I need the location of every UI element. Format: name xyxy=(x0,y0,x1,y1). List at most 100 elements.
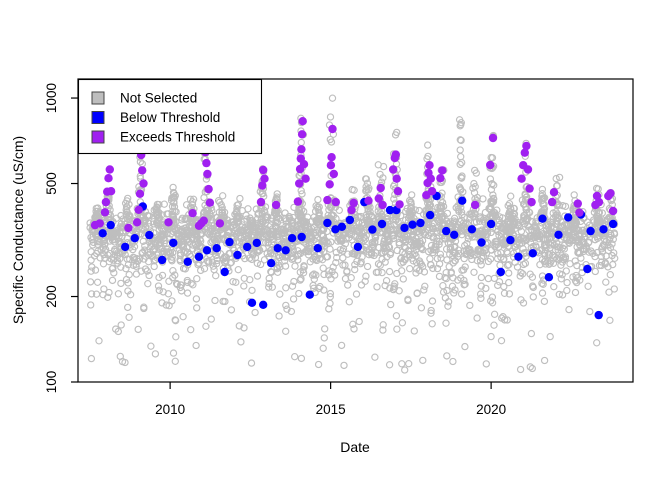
data-point xyxy=(368,225,377,234)
data-point xyxy=(594,197,604,207)
data-point xyxy=(549,188,559,197)
data-point xyxy=(400,223,409,233)
data-point xyxy=(393,187,403,196)
data-point xyxy=(377,219,387,229)
data-point xyxy=(297,130,307,139)
data-point xyxy=(287,234,297,243)
data-point xyxy=(606,189,615,198)
data-point xyxy=(528,249,537,258)
data-point xyxy=(347,205,356,215)
data-point xyxy=(252,238,261,248)
data-point xyxy=(169,238,178,248)
data-point xyxy=(436,174,445,183)
data-point xyxy=(243,242,252,252)
x-tick-label: 2010 xyxy=(155,402,185,417)
data-point xyxy=(273,244,282,253)
data-point xyxy=(378,200,387,210)
data-point xyxy=(298,117,307,126)
data-point xyxy=(575,208,584,217)
data-point xyxy=(337,222,347,231)
data-point xyxy=(486,219,496,229)
data-point xyxy=(538,214,547,223)
data-point xyxy=(506,235,515,245)
data-point xyxy=(573,199,582,208)
data-point xyxy=(215,219,225,228)
data-point xyxy=(281,246,290,255)
data-point xyxy=(425,210,435,220)
data-point xyxy=(583,264,592,274)
data-point xyxy=(329,169,338,179)
legend: Not Selected Below Threshold Exceeds Thr… xyxy=(77,78,263,155)
data-point xyxy=(408,220,417,229)
data-point xyxy=(188,209,197,218)
data-point xyxy=(293,197,303,206)
x-axis-title: Date xyxy=(340,439,370,455)
legend-box xyxy=(77,78,263,155)
data-point xyxy=(554,230,563,239)
data-point xyxy=(299,160,309,169)
data-point xyxy=(135,189,145,198)
x-tick-label: 2020 xyxy=(476,402,506,417)
data-point xyxy=(212,244,221,253)
data-point xyxy=(599,225,608,234)
data-point xyxy=(608,206,618,216)
y-tick-label: 200 xyxy=(44,285,59,308)
data-point xyxy=(100,208,110,217)
data-point xyxy=(199,216,208,225)
data-point xyxy=(374,194,383,203)
series-exceeds-threshold-points xyxy=(90,117,618,233)
data-point xyxy=(271,200,281,210)
data-point xyxy=(164,218,173,227)
data-point xyxy=(458,196,467,205)
data-point xyxy=(328,124,337,134)
data-point xyxy=(138,166,147,175)
data-point xyxy=(477,238,486,247)
data-point xyxy=(121,242,130,252)
data-point xyxy=(391,150,400,159)
data-point xyxy=(325,180,334,189)
data-point xyxy=(326,161,336,170)
data-point xyxy=(376,183,385,193)
legend-label-not-selected: Not Selected xyxy=(120,91,197,106)
data-point xyxy=(586,226,595,236)
plot-border xyxy=(77,78,634,383)
data-point xyxy=(305,290,314,299)
y-axis-title: Specific Conductance (uS/cm) xyxy=(10,136,26,324)
data-point xyxy=(327,153,336,162)
data-point xyxy=(345,215,355,225)
data-point xyxy=(364,196,373,205)
data-point xyxy=(297,145,306,154)
data-point xyxy=(95,219,105,228)
legend-swatch-exceeds-threshold xyxy=(91,130,105,144)
data-point xyxy=(442,226,451,236)
data-point xyxy=(496,267,505,277)
data-point xyxy=(416,218,425,228)
legend-swatch-below-threshold xyxy=(91,111,105,124)
series-not-selected-points xyxy=(86,94,619,374)
data-point xyxy=(395,200,404,209)
data-point xyxy=(295,179,304,188)
data-point xyxy=(259,165,268,175)
data-point xyxy=(426,174,435,183)
data-point xyxy=(522,141,531,151)
data-point xyxy=(134,205,143,214)
data-point xyxy=(425,161,434,170)
data-point xyxy=(205,198,215,207)
y-tick-label: 1000 xyxy=(44,83,59,113)
data-point xyxy=(145,230,154,240)
data-point xyxy=(194,252,204,261)
y-tick-label: 500 xyxy=(44,172,59,195)
data-point xyxy=(256,197,266,207)
data-point xyxy=(297,232,306,242)
data-point xyxy=(220,267,229,277)
data-point xyxy=(514,252,523,261)
data-point xyxy=(233,250,242,260)
data-point xyxy=(106,187,116,196)
data-point xyxy=(101,197,111,207)
data-point xyxy=(594,310,603,320)
data-point xyxy=(157,255,167,265)
data-point xyxy=(488,133,498,143)
data-point xyxy=(349,198,358,208)
y-tick-label: 100 xyxy=(44,371,59,394)
